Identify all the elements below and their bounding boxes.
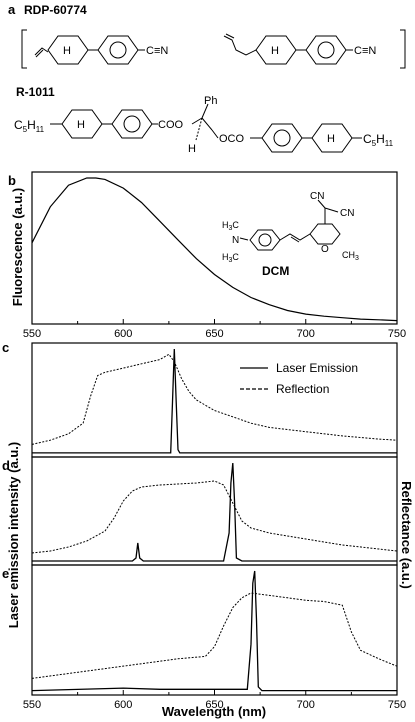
reflectance-y-axis-label: Reflectance (a.u.) [399,481,414,589]
panel-c-label: c [2,340,9,355]
rdp-compound-name: RDP-60774 [24,3,87,17]
ring-h-label-1: H [63,45,71,57]
panel-a-label: a [8,2,16,17]
dcm-cn-top: CN [310,191,324,202]
panel-b-frame [31,171,398,325]
dcm-o-label: O [321,244,329,255]
x-tick-label: 600 [114,328,132,340]
panel-d-frame [31,456,398,566]
panel-c-series [31,348,398,454]
r1011-compound-name: R-1011 [16,85,55,99]
x-tick-label: 750 [388,699,406,711]
dcm-ch3-right: CH3 [342,250,359,262]
ring-h-label-3: H [77,119,85,131]
x-tick-label: 550 [23,699,41,711]
dcm-structure [239,199,341,251]
panel-e-x-ticks: 550 600 650 700 750 [23,690,406,711]
dcm-n-label: N [232,235,239,246]
ring-h-label-4: H [327,133,335,145]
stereo-h-label: H [188,143,196,155]
panel-b-label: b [8,173,16,188]
panel-e-reflection-line [31,592,398,679]
wavelength-x-axis-label: Wavelength (nm) [162,704,266,719]
x-tick-label: 550 [23,328,41,340]
panel-e-series [31,570,398,692]
legend: Laser Emission Reflection [240,361,358,396]
panel-d-label: d [2,458,10,473]
ester-oco-label: OCO [219,133,245,145]
legend-label-reflection: Reflection [276,382,329,396]
panel-c-laser-emission-line [32,348,397,454]
c5h11-right: C5H11 [363,132,394,148]
dcm-name: DCM [262,264,289,278]
fluorescence-y-axis-label: Fluorescence (a.u.) [10,188,25,306]
x-tick-label: 700 [297,328,315,340]
x-tick-label: 650 [205,699,223,711]
laser-intensity-y-axis-label: Laser emission intensity (a.u.) [6,442,21,628]
panel-d-reflection-line [31,480,398,554]
dcm-ch3-top-left: H3C [222,220,239,232]
rdp-structure [21,29,406,69]
phenyl-label: Ph [204,95,217,107]
panel-e-frame [31,564,398,696]
nitrile-label-1: C≡N [146,45,168,57]
x-tick-label: 600 [114,699,132,711]
x-tick-label: 700 [297,699,315,711]
dcm-cn-right: CN [340,208,354,219]
panel-e-label: e [2,566,9,581]
x-tick-label: 750 [388,328,406,340]
panel-c-reflection-line [31,353,398,445]
nitrile-label-2: C≡N [354,45,376,57]
fluorescence-curve [31,177,398,322]
panel-d-laser-emission-line [32,462,397,562]
panel-d-series [31,462,398,562]
ester-coo-label: COO [158,119,184,131]
r1011-structure [50,103,362,153]
x-tick-label: 650 [205,328,223,340]
panel-b-x-ticks: 550 600 650 700 750 [23,319,406,340]
panel-e-laser-emission-line [31,570,397,692]
dcm-ch3-bottom-left: H3C [222,252,239,264]
c5h11-left: C5H11 [14,118,45,134]
ring-h-label-2: H [271,45,279,57]
legend-label-laser: Laser Emission [276,361,358,375]
